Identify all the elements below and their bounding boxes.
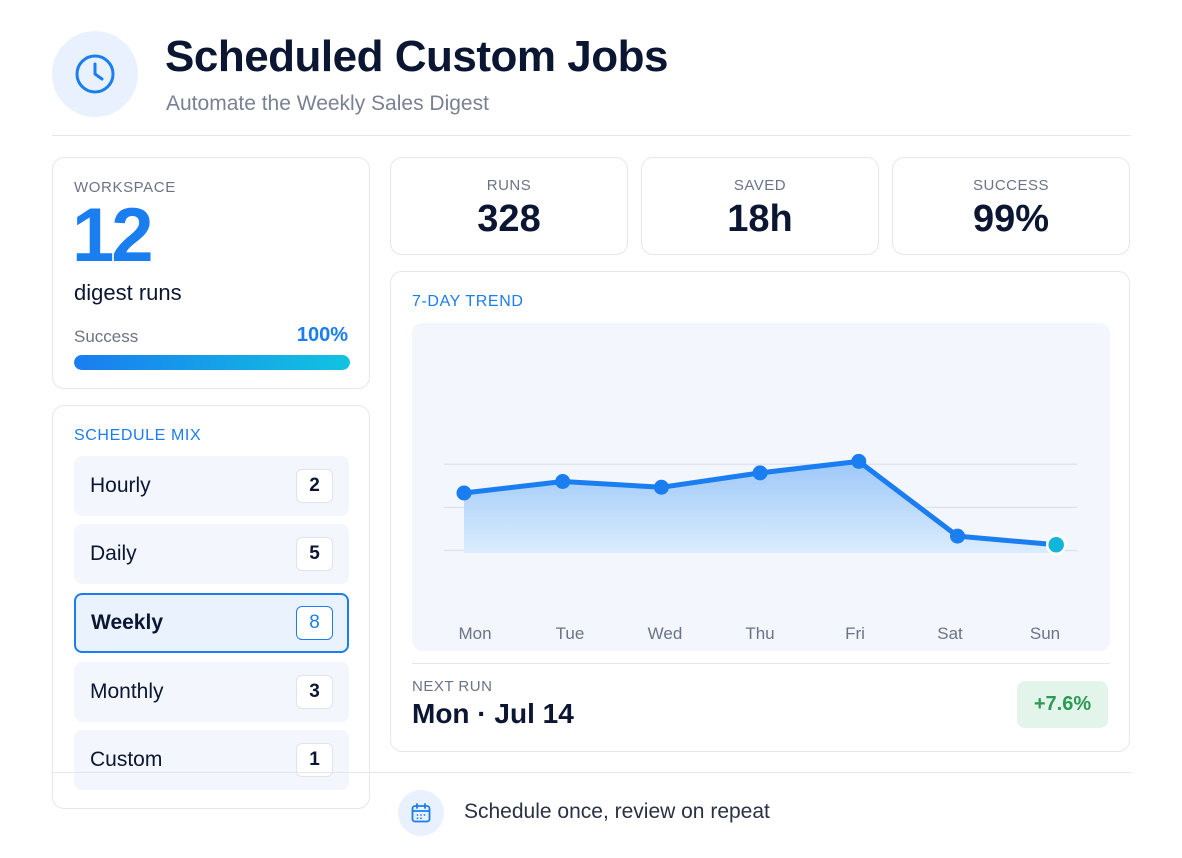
schedule-item-hourly[interactable]: Hourly 2: [74, 456, 349, 516]
schedule-item-count: 2: [296, 469, 333, 503]
x-tick-label: Tue: [556, 624, 585, 643]
next-run-label: NEXT RUN: [412, 678, 493, 695]
data-point-thu: [752, 465, 768, 481]
schedule-item-count: 1: [296, 743, 333, 777]
success-progress-fill: [74, 355, 350, 370]
schedule-mix-card: SCHEDULE MIX Hourly 2 Daily 5 Weekly 8 M…: [52, 405, 370, 809]
x-tick-label: Sat: [937, 624, 963, 643]
schedule-item-count: 8: [296, 606, 333, 640]
success-value: 100%: [296, 324, 348, 346]
data-point-mon: [456, 485, 472, 501]
stat-card-saved: SAVED 18h: [641, 157, 879, 255]
trend-area: [464, 461, 1057, 553]
schedule-item-weekly[interactable]: Weekly 8: [74, 593, 349, 653]
stat-card-success: SUCCESS 99%: [892, 157, 1130, 255]
footer-text: Schedule once, review on repeat: [464, 800, 770, 823]
schedule-item-name: Weekly: [91, 611, 163, 634]
page-subtitle: Automate the Weekly Sales Digest: [166, 92, 489, 115]
schedule-item-monthly[interactable]: Monthly 3: [74, 662, 349, 722]
x-tick-label: Wed: [648, 624, 683, 643]
data-point-fri: [851, 453, 867, 469]
stat-value: 328: [477, 198, 541, 240]
schedule-item-name: Hourly: [90, 474, 151, 497]
footer-divider: [52, 772, 1131, 773]
schedule-item-name: Daily: [90, 542, 137, 565]
trend-card: 7-DAY TREND Mon Tue Wed Thu Fri Sat Sun NEXT R…: [390, 271, 1130, 752]
calendar-icon: [398, 790, 444, 836]
x-tick-label: Thu: [745, 624, 774, 643]
trend-chart-svg: Mon Tue Wed Thu Fri Sat Sun: [444, 453, 1077, 643]
schedule-item-daily[interactable]: Daily 5: [74, 524, 349, 584]
schedule-item-name: Monthly: [90, 680, 164, 703]
delta-badge: +7.6%: [1017, 681, 1108, 728]
schedule-item-count: 3: [296, 675, 333, 709]
x-tick-label: Sun: [1030, 624, 1060, 643]
workspace-label: WORKSPACE: [74, 179, 176, 196]
next-run-value: Mon · Jul 14: [412, 698, 574, 729]
data-point-tue: [555, 474, 571, 489]
workspace-unit: digest runs: [74, 280, 182, 305]
trend-chart: Mon Tue Wed Thu Fri Sat Sun: [412, 323, 1110, 651]
data-point-sat: [950, 528, 965, 544]
stat-value: 99%: [972, 198, 1050, 240]
stat-card-runs: RUNS 328: [390, 157, 628, 255]
x-tick-label: Fri: [845, 624, 865, 643]
clock-icon: [52, 31, 138, 117]
trend-divider: [412, 663, 1110, 664]
workspace-card: WORKSPACE 12 digest runs Success 100%: [52, 157, 370, 389]
trend-label: 7-DAY TREND: [412, 293, 524, 310]
workspace-count: 12: [72, 193, 154, 278]
schedule-item-count: 5: [296, 537, 333, 571]
data-point-wed: [653, 479, 669, 495]
data-point-sun: [1045, 534, 1067, 555]
header-divider: [52, 135, 1131, 136]
success-label: Success: [74, 327, 139, 346]
page-title: Scheduled Custom Jobs: [165, 32, 668, 81]
x-tick-label: Mon: [458, 624, 491, 643]
stat-label: SAVED: [733, 177, 787, 194]
stat-label: SUCCESS: [972, 177, 1050, 194]
schedule-item-name: Custom: [90, 748, 163, 771]
schedule-item-custom[interactable]: Custom 1: [74, 730, 349, 790]
stat-label: RUNS: [486, 177, 532, 194]
stat-value: 18h: [727, 198, 793, 240]
schedule-mix-label: SCHEDULE MIX: [74, 427, 202, 444]
success-progress-bar: [74, 355, 350, 370]
